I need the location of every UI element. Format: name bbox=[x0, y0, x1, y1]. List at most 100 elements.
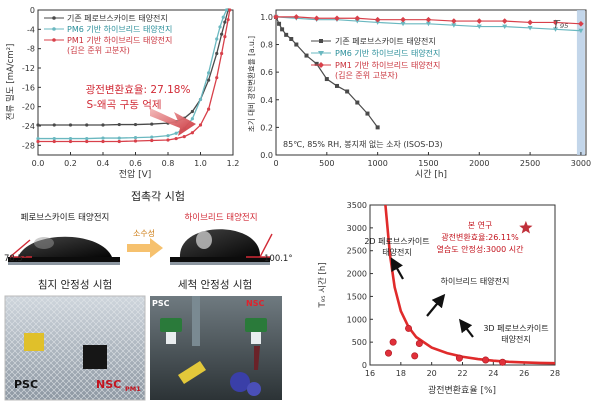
stability-xlabel: 시간 [h] bbox=[415, 169, 447, 180]
literature-point bbox=[384, 349, 392, 357]
stability-data-point bbox=[314, 61, 319, 66]
contact-left-image bbox=[0, 224, 125, 270]
stability-data-point bbox=[451, 23, 457, 28]
contact-right-image bbox=[165, 224, 280, 270]
stability-data-point bbox=[476, 18, 483, 24]
stability-data-point bbox=[273, 14, 279, 20]
y-tick-label: -24 bbox=[22, 122, 35, 131]
jv-series-line bbox=[38, 9, 228, 140]
y-tick-label: -12 bbox=[22, 64, 35, 73]
y-tick-label: 0.4 bbox=[260, 96, 273, 105]
trend-curve bbox=[384, 204, 556, 365]
t95-pce-xlabel: 광전변환효율 [%] bbox=[428, 384, 496, 396]
stability-data-point bbox=[354, 19, 360, 24]
jv-data-point bbox=[133, 136, 138, 140]
stability-data-point bbox=[294, 42, 299, 47]
stability-data-point bbox=[345, 89, 350, 94]
y-tick-label: 0.0 bbox=[260, 151, 273, 160]
psk2d-arrow bbox=[390, 257, 404, 280]
y-tick-label: 3500 bbox=[347, 201, 367, 210]
x-tick-label: 2500 bbox=[520, 159, 540, 168]
x-tick-label: 18 bbox=[396, 369, 406, 378]
jv-data-point bbox=[150, 135, 154, 139]
x-tick-label: 20 bbox=[427, 369, 437, 378]
this-work-star bbox=[519, 220, 533, 234]
stability-data-point bbox=[400, 21, 406, 27]
x-tick-label: 500 bbox=[319, 159, 334, 168]
x-tick-label: 1000 bbox=[367, 159, 387, 168]
this-work-line2: 광전변환효율:26.11% bbox=[441, 232, 519, 242]
jv-data-point bbox=[207, 71, 211, 75]
y-tick-label: -16 bbox=[22, 83, 35, 92]
washing-psc-label: PSC bbox=[152, 299, 170, 308]
literature-point bbox=[482, 356, 490, 364]
jv-data-point bbox=[220, 32, 224, 36]
stability-series-group bbox=[273, 14, 584, 130]
jv-data-point bbox=[190, 117, 194, 121]
stability-data-point bbox=[527, 25, 533, 31]
jv-data-point bbox=[207, 78, 211, 82]
stability-series-line bbox=[275, 16, 581, 32]
jv-data-point bbox=[52, 136, 56, 141]
stability-legend-pm1-note: (깁은 준위 고분자) bbox=[335, 70, 398, 80]
washing-photo bbox=[150, 296, 282, 400]
jv-data-point bbox=[36, 139, 40, 144]
contact-angle-panel: 접촉각 시험 페로브스카이트 태양전지 하이브리드 태양전지 78.5° 소수성… bbox=[0, 190, 293, 270]
immersion-nsc-sub: PM1 bbox=[125, 385, 141, 393]
stability-data-point bbox=[289, 37, 294, 41]
stability-data-point bbox=[365, 111, 370, 116]
jv-data-point bbox=[218, 25, 222, 29]
stability-ticks: 0 500 1000 1500 2000 2500 3000 0.0 0.2 0.4 0.6 0.8 1… bbox=[260, 13, 591, 168]
stability-data-point bbox=[476, 24, 482, 30]
jv-data-point bbox=[223, 20, 227, 24]
stability-data-point bbox=[313, 15, 320, 22]
jv-data-point bbox=[198, 97, 203, 102]
jv-plot-frame bbox=[37, 9, 234, 156]
psk3d-arrow bbox=[458, 318, 474, 338]
stability-data-point bbox=[425, 21, 431, 27]
stability-plot-frame bbox=[275, 9, 587, 156]
y-tick-label: 0.8 bbox=[260, 41, 273, 50]
jv-data-point bbox=[68, 139, 73, 144]
jv-legend: 기존 페로브스카이트 태양전지 PM6 기반 하이브리드 태양전지 PM1 기반… bbox=[44, 13, 172, 55]
hybrid-arrow bbox=[426, 293, 446, 317]
y-tick-label: -8 bbox=[27, 45, 35, 54]
jv-data-point bbox=[36, 136, 40, 141]
this-work-line3: 열습도 안정성:3000 시간 bbox=[436, 244, 524, 254]
washing-title: 세척 안정성 시험 bbox=[178, 279, 252, 291]
psk3d-label-line1: 3D 페로브스카이트 bbox=[483, 323, 548, 333]
jv-legend-conventional: 기존 페로브스카이트 태양전지 bbox=[67, 13, 168, 23]
stability-data-point bbox=[293, 14, 300, 20]
stability-legend-pm1: PM1 기반 하이브리드 태양전지 bbox=[335, 60, 440, 70]
washing-nsc-label: NSC bbox=[246, 299, 264, 308]
jv-data-point bbox=[198, 123, 203, 127]
jv-data-point bbox=[215, 76, 219, 80]
jv-data-point bbox=[133, 122, 138, 127]
jv-data-point bbox=[36, 123, 40, 127]
y-tick-label: -20 bbox=[22, 103, 35, 112]
literature-point bbox=[415, 340, 423, 348]
y-tick-label: -4 bbox=[27, 25, 35, 34]
jv-data-point bbox=[190, 131, 194, 135]
y-tick-label: 0.2 bbox=[260, 123, 273, 132]
jv-data-point bbox=[174, 136, 178, 141]
jv-data-point bbox=[182, 135, 186, 139]
jv-legend-pm6: PM6 기반 하이브리드 태양전지 bbox=[67, 24, 172, 34]
jv-data-point bbox=[85, 139, 89, 144]
literature-point bbox=[411, 352, 419, 360]
literature-point bbox=[499, 358, 507, 366]
stability-data-point bbox=[277, 21, 282, 26]
jv-legend-pm1: PM1 기반 하이브리드 태양전지 bbox=[67, 35, 172, 45]
jv-data-point bbox=[101, 123, 105, 127]
stability-data-point bbox=[334, 15, 340, 22]
jv-data-point bbox=[226, 18, 230, 22]
immersion-photo bbox=[4, 295, 146, 401]
jv-data-point bbox=[52, 139, 56, 144]
y-tick-label: 500 bbox=[352, 338, 367, 347]
x-tick-label: 1500 bbox=[418, 159, 438, 168]
stability-data-point bbox=[355, 100, 360, 105]
stability-data-point bbox=[578, 28, 584, 34]
x-tick-label: 1.2 bbox=[227, 159, 240, 168]
